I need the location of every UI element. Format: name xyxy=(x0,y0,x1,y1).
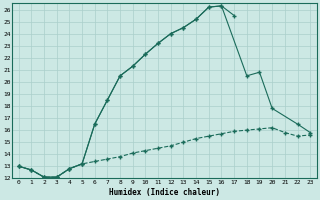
X-axis label: Humidex (Indice chaleur): Humidex (Indice chaleur) xyxy=(109,188,220,197)
